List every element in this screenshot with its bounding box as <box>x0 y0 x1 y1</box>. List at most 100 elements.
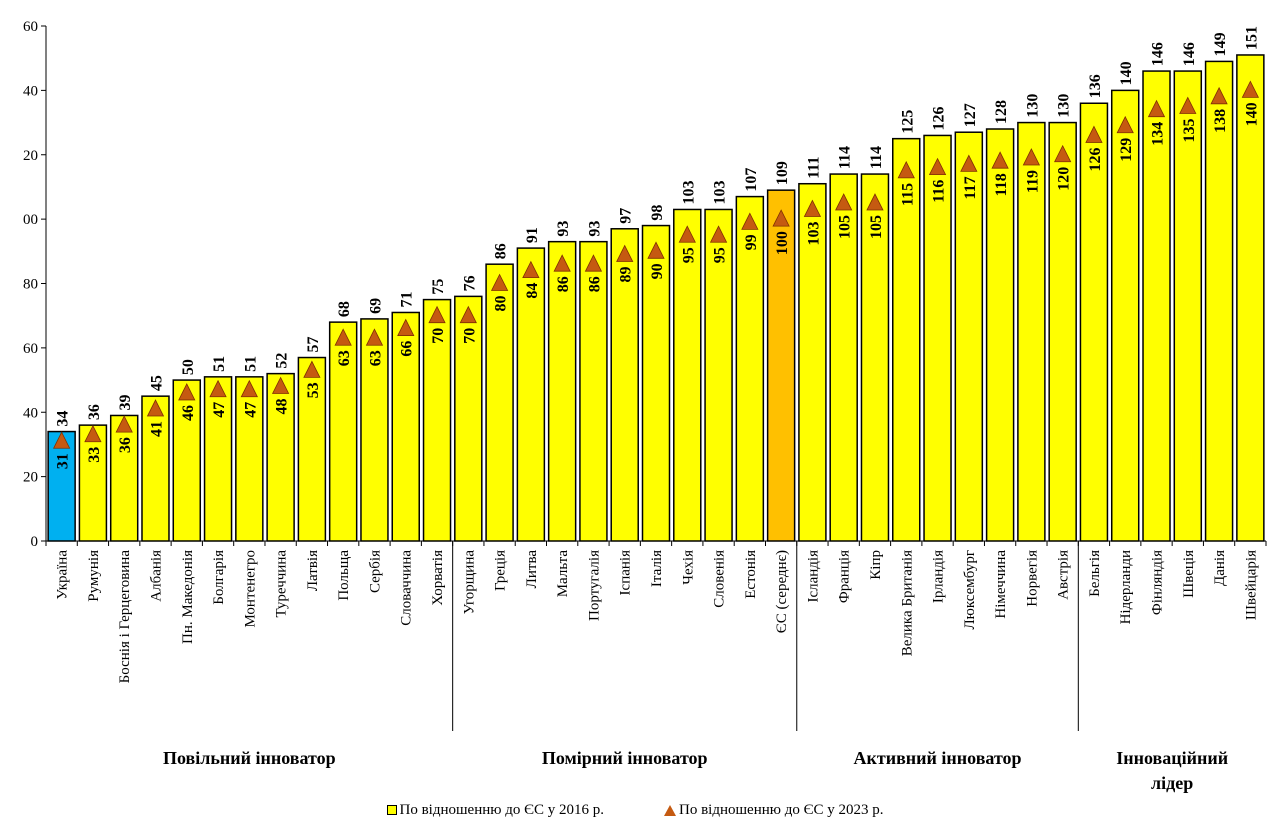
bar <box>266 372 295 542</box>
bar-value-label: 86 <box>493 243 510 259</box>
marker-2023 <box>522 260 540 279</box>
marker-2023 <box>616 244 634 262</box>
marker-2023 <box>115 415 133 433</box>
bar-value-label: 146 <box>1181 42 1198 66</box>
category-label: Мальта <box>555 550 571 598</box>
marker-value-label: 129 <box>1118 138 1135 162</box>
marker-value-label: 63 <box>367 350 384 366</box>
marker-value-label: 89 <box>618 267 635 283</box>
bar <box>422 298 452 542</box>
bar <box>1173 70 1203 542</box>
category-label: Німеччина <box>993 550 1009 619</box>
marker-2023 <box>897 160 915 179</box>
bar <box>297 356 327 542</box>
category-label: Бельгія <box>1087 550 1103 597</box>
marker-2023 <box>84 424 102 443</box>
bar-value-label: 69 <box>367 298 384 314</box>
marker-2023 <box>835 193 853 211</box>
y-tick-label: 80 <box>23 277 38 293</box>
legend-item-2016: По відношенню до ЄС у 2016 р. <box>386 802 604 819</box>
group-label: Помірний інноватор <box>542 748 708 768</box>
category-label: Словенія <box>712 550 728 608</box>
marker-value-label: 103 <box>805 221 822 245</box>
bar <box>1079 102 1109 542</box>
y-tick-label: 00 <box>23 212 38 228</box>
marker-2023 <box>928 157 947 176</box>
marker-value-label: 105 <box>868 215 885 239</box>
marker-2023 <box>52 431 71 449</box>
marker-2023 <box>584 254 603 272</box>
marker-value-label: 80 <box>493 296 510 312</box>
category-label: Угорщина <box>461 550 477 615</box>
marker-2023 <box>803 199 822 217</box>
bar-value-label: 93 <box>555 221 572 237</box>
bar-value-label: 149 <box>1212 32 1229 56</box>
bar <box>1142 70 1171 542</box>
bar <box>610 228 639 542</box>
marker-value-label: 47 <box>242 402 259 418</box>
bar-value-label: 146 <box>1150 42 1167 66</box>
bar <box>766 189 796 542</box>
bar <box>109 414 139 542</box>
marker-2023 <box>866 193 884 211</box>
bar-value-label: 45 <box>148 375 165 391</box>
marker-value-label: 86 <box>555 276 572 292</box>
category-label: Туреччина <box>274 550 290 618</box>
bar <box>673 208 702 542</box>
marker-value-label: 41 <box>148 421 165 437</box>
marker-2023 <box>960 154 978 172</box>
category-label: Україна <box>55 550 71 600</box>
category-label: Греція <box>493 550 509 591</box>
bar <box>391 311 420 542</box>
marker-value-label: 120 <box>1056 167 1073 191</box>
marker-value-label: 66 <box>399 341 416 357</box>
marker-2023 <box>334 328 352 346</box>
category-label: Румунія <box>86 550 102 602</box>
bar <box>78 424 108 542</box>
category-label: ЄС (середнє) <box>774 550 790 633</box>
bar <box>923 134 952 542</box>
marker-value-label: 84 <box>524 283 541 299</box>
legend-swatch-bar <box>386 805 397 815</box>
category-label: Норвегія <box>1024 550 1040 607</box>
bar <box>798 182 827 542</box>
category-label: Латвія <box>305 550 321 591</box>
category-label: Пн. Македонія <box>180 550 196 644</box>
y-tick-label: 20 <box>23 148 38 164</box>
bar-chart: 0 20 40 60 80 00 20 40 60 34 31 Україна 36 33 Румунія 3… <box>23 19 1267 793</box>
category-label: Велика Британія <box>899 550 915 656</box>
bar <box>704 208 733 542</box>
category-label: Ісландія <box>805 550 821 603</box>
category-label: Монтенегро <box>242 550 258 628</box>
category-label: Фінляндія <box>1150 550 1166 615</box>
category-label: Данія <box>1212 550 1228 586</box>
bar-value-label: 93 <box>586 221 603 237</box>
y-tick-label: 60 <box>23 341 38 357</box>
y-tick-label: 0 <box>31 534 39 550</box>
bar <box>829 173 858 542</box>
marker-2023 <box>741 212 759 230</box>
marker-2023 <box>178 383 196 401</box>
group-label: Активний інноватор <box>853 748 1021 768</box>
bar-value-label: 125 <box>899 110 916 134</box>
category-label: Литва <box>524 550 540 589</box>
bar <box>47 430 76 542</box>
bar <box>985 128 1015 542</box>
bar-value-label: 51 <box>242 356 259 372</box>
bar-value-label: 98 <box>649 205 666 221</box>
bar <box>735 195 765 542</box>
category-label: Іспанія <box>618 550 634 596</box>
marker-value-label: 90 <box>649 263 666 279</box>
bar-value-label: 51 <box>211 356 228 372</box>
bar-value-label: 130 <box>1056 94 1073 118</box>
category-label: Франція <box>837 550 853 603</box>
marker-2023 <box>1116 115 1134 134</box>
bar-value-label: 111 <box>805 156 822 178</box>
marker-value-label: 134 <box>1150 122 1167 146</box>
bar <box>203 376 233 542</box>
category-label: Албанія <box>148 550 164 602</box>
marker-value-label: 117 <box>962 176 979 199</box>
marker-value-label: 126 <box>1087 147 1104 171</box>
marker-2023 <box>428 305 446 324</box>
